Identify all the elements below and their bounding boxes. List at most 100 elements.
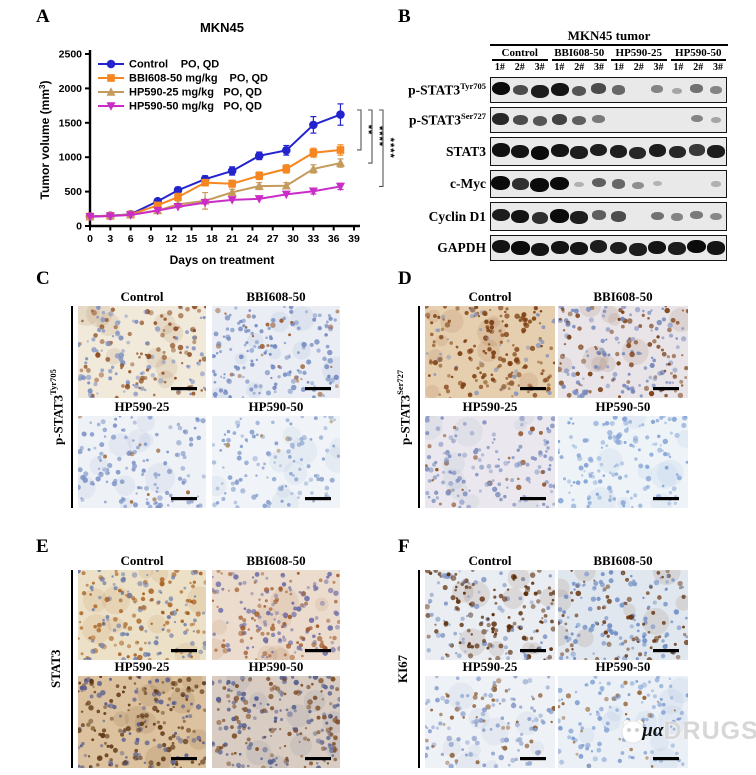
blot-band bbox=[711, 181, 721, 187]
ihc-image-d-hp590-50 bbox=[556, 407, 695, 517]
svg-text:27: 27 bbox=[267, 233, 279, 245]
blot-band bbox=[530, 178, 550, 193]
blot-band bbox=[550, 82, 569, 96]
blot-row-label: GAPDH bbox=[437, 240, 486, 255]
panel-f-label: F bbox=[398, 536, 410, 557]
blot-row-p-stat3: p-STAT3Ser727 bbox=[398, 107, 750, 133]
blot-band bbox=[710, 212, 723, 221]
blot-band bbox=[572, 115, 587, 126]
svg-text:Control: Control bbox=[129, 59, 168, 71]
svg-text:MKN45: MKN45 bbox=[200, 20, 244, 35]
ihc-axis-line bbox=[418, 306, 420, 508]
svg-text:12: 12 bbox=[165, 233, 177, 245]
blot-band bbox=[671, 213, 684, 222]
svg-text:HP590-25 mg/kg: HP590-25 mg/kg bbox=[129, 87, 214, 99]
svg-text:Tumor volume (mm3): Tumor volume (mm3) bbox=[38, 81, 52, 200]
blot-band bbox=[648, 240, 667, 254]
blot-lane-label: 1# bbox=[554, 62, 565, 73]
ihc-image-c-hp590-50 bbox=[206, 414, 351, 517]
blot-band bbox=[550, 144, 569, 158]
blot-band bbox=[591, 83, 607, 94]
blot-lane-label: 1# bbox=[494, 62, 505, 73]
blot-group-bbi608-50: BBI608-50 bbox=[551, 47, 607, 61]
blot-band bbox=[511, 241, 530, 255]
blot-membrane bbox=[490, 235, 727, 261]
blot-band bbox=[550, 240, 569, 254]
blot-group-control: Control bbox=[492, 47, 548, 61]
blot-lane-label: 1# bbox=[613, 62, 624, 73]
blot-band bbox=[710, 86, 723, 94]
svg-text:PO, QD: PO, QD bbox=[230, 73, 269, 85]
blot-row-stat3: STAT3 bbox=[398, 137, 750, 166]
ihc-column-header-hp590-50: HP590-50 bbox=[248, 399, 304, 414]
blot-membrane bbox=[490, 137, 727, 166]
blot-band bbox=[551, 113, 568, 125]
blot-band bbox=[550, 209, 569, 223]
blot-band bbox=[629, 243, 647, 256]
blot-band bbox=[570, 242, 589, 256]
svg-text:**: ** bbox=[362, 125, 374, 136]
blot-band bbox=[550, 176, 569, 191]
blot-band bbox=[531, 85, 549, 98]
watermark: µα DRUGS bbox=[618, 716, 756, 746]
svg-text:PO, QD: PO, QD bbox=[181, 59, 220, 71]
blot-band bbox=[592, 114, 605, 123]
ihc-column-header-control: Control bbox=[468, 289, 512, 304]
blot-membrane bbox=[490, 77, 727, 103]
ihc-image-f-hp590-50 bbox=[555, 674, 694, 775]
blot-band bbox=[611, 85, 626, 95]
blot-band bbox=[570, 145, 588, 159]
blot-band bbox=[690, 211, 703, 220]
blot-band bbox=[668, 242, 686, 256]
blot-band bbox=[574, 181, 584, 188]
blot-band bbox=[711, 116, 722, 124]
blot-group-hp590-50: HP590-50 bbox=[670, 47, 726, 61]
blot-lane-label: 2# bbox=[514, 62, 525, 73]
blot-band bbox=[688, 144, 705, 156]
svg-text:****: **** bbox=[373, 126, 385, 147]
ihc-panel-f: F KI67 Control BBI608-50 HP590-25 HP590-50 bbox=[390, 536, 720, 775]
ihc-axis-line bbox=[71, 570, 73, 768]
blot-band bbox=[491, 175, 511, 190]
blot-band bbox=[512, 84, 528, 96]
ihc-column-header-control: Control bbox=[468, 553, 512, 568]
ihc-column-header-bbi608-50: BBI608-50 bbox=[246, 553, 306, 568]
blot-band bbox=[651, 85, 664, 94]
ihc-image-e-hp590-25 bbox=[76, 669, 210, 773]
watermark-mu-text: µα bbox=[642, 720, 664, 741]
blot-band bbox=[491, 143, 510, 157]
blot-band bbox=[531, 212, 549, 224]
blot-lane-label: 3# bbox=[713, 62, 724, 73]
svg-text:2000: 2000 bbox=[59, 83, 83, 95]
blot-band bbox=[668, 146, 686, 159]
blot-band bbox=[512, 114, 528, 126]
blot-band bbox=[671, 87, 683, 94]
series-hp590-50 bbox=[85, 182, 345, 222]
series-bbi608-50 bbox=[86, 144, 345, 221]
blot-band bbox=[591, 177, 606, 188]
watermark-drugs-text: DRUGS bbox=[663, 716, 756, 745]
ihc-image-d-bbi608-50 bbox=[555, 294, 694, 400]
ihc-image-f-hp590-25 bbox=[422, 674, 557, 775]
ihc-image-e-hp590-50 bbox=[209, 667, 348, 775]
panel-b-label: B bbox=[398, 6, 411, 27]
blot-band bbox=[632, 181, 644, 190]
blot-band bbox=[591, 210, 606, 220]
blot-band bbox=[589, 240, 608, 253]
blot-band bbox=[511, 144, 530, 159]
svg-text:1500: 1500 bbox=[59, 117, 83, 129]
svg-text:500: 500 bbox=[64, 186, 82, 198]
blot-band bbox=[652, 180, 663, 186]
svg-text:36: 36 bbox=[328, 233, 340, 245]
svg-text:0: 0 bbox=[87, 233, 93, 245]
blot-band bbox=[610, 211, 626, 222]
blot-lane-label: 3# bbox=[653, 62, 664, 73]
svg-text:15: 15 bbox=[186, 233, 198, 245]
blot-row-label: Cyclin D1 bbox=[428, 208, 486, 224]
ihc-side-label-f: KI67 bbox=[395, 654, 410, 684]
ihc-column-header-control: Control bbox=[120, 553, 164, 568]
blot-band bbox=[690, 84, 704, 93]
ihc-image-e-control bbox=[75, 564, 215, 669]
